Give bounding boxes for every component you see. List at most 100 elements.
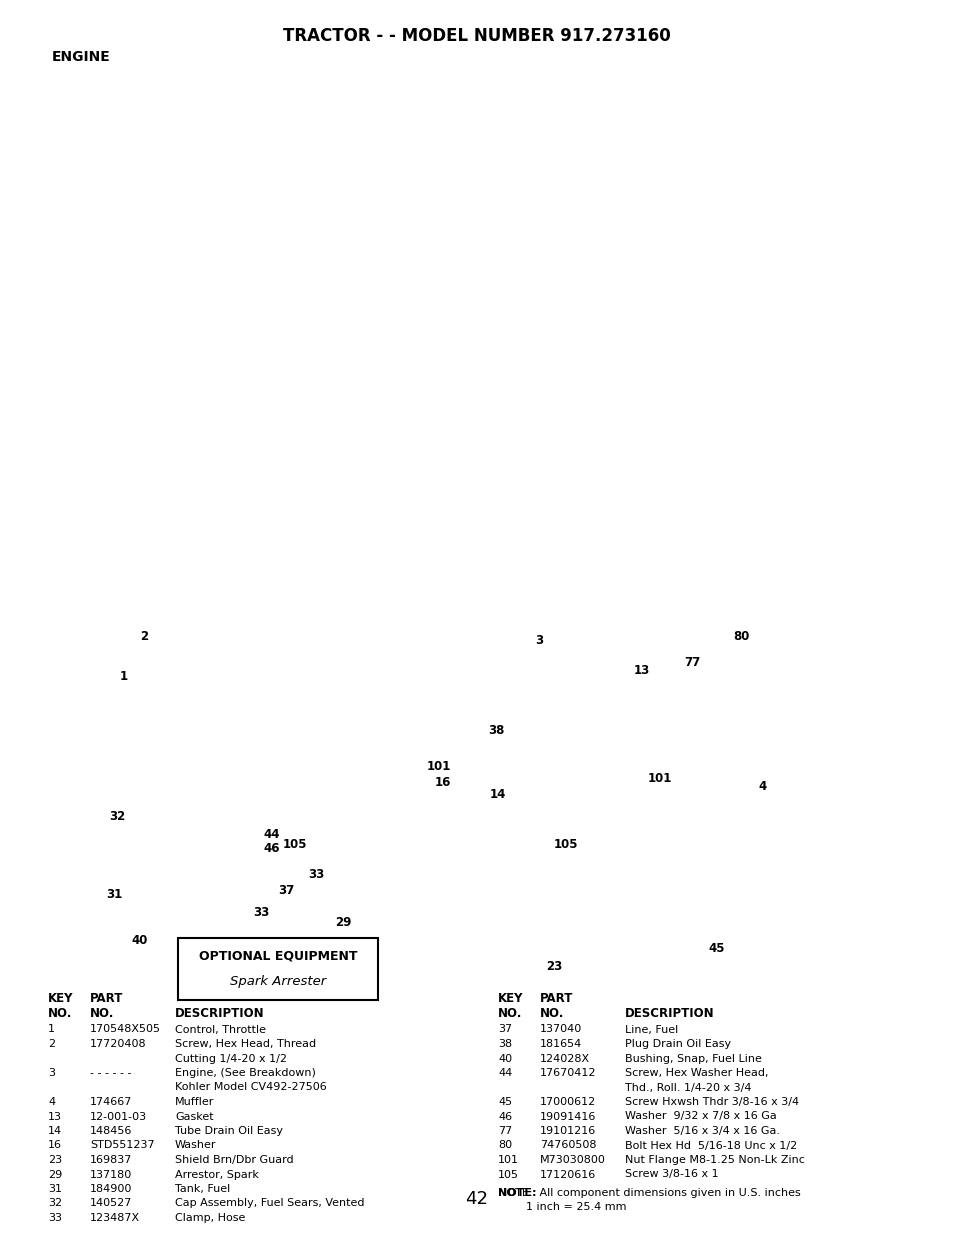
Text: ENGINE: ENGINE (52, 49, 111, 64)
Text: Engine, (See Breakdown): Engine, (See Breakdown) (174, 1068, 315, 1078)
Text: M73030800: M73030800 (539, 1155, 605, 1165)
Text: 17120616: 17120616 (539, 1170, 596, 1179)
Text: 38: 38 (488, 724, 504, 736)
Text: NOTE:  All component dimensions given in U.S. inches: NOTE: All component dimensions given in … (497, 1188, 800, 1198)
Text: 77: 77 (683, 657, 700, 669)
Text: 13: 13 (633, 663, 649, 677)
Text: 169837: 169837 (90, 1155, 132, 1165)
Text: 148456: 148456 (90, 1126, 132, 1136)
Text: 31: 31 (48, 1184, 62, 1194)
Text: 181654: 181654 (539, 1039, 581, 1049)
Text: Gasket: Gasket (174, 1112, 213, 1121)
Text: 184900: 184900 (90, 1184, 132, 1194)
Text: 37: 37 (497, 1025, 512, 1035)
Text: 1 inch = 25.4 mm: 1 inch = 25.4 mm (497, 1203, 626, 1213)
Text: 19091416: 19091416 (539, 1112, 596, 1121)
Text: Washer: Washer (174, 1140, 216, 1151)
Text: Arrestor, Spark: Arrestor, Spark (174, 1170, 258, 1179)
Text: 37: 37 (277, 883, 294, 897)
Text: Tube Drain Oil Easy: Tube Drain Oil Easy (174, 1126, 283, 1136)
Text: 101: 101 (427, 761, 451, 773)
Text: Cutting 1/4-20 x 1/2: Cutting 1/4-20 x 1/2 (174, 1053, 287, 1063)
Text: 33: 33 (308, 868, 324, 882)
Text: NO.: NO. (90, 1007, 114, 1020)
Text: Clamp, Hose: Clamp, Hose (174, 1213, 245, 1223)
Text: KEY: KEY (48, 993, 73, 1005)
Text: Nut Flange M8-1.25 Non-Lk Zinc: Nut Flange M8-1.25 Non-Lk Zinc (624, 1155, 804, 1165)
Text: Tank, Fuel: Tank, Fuel (174, 1184, 230, 1194)
Text: Line, Fuel: Line, Fuel (624, 1025, 678, 1035)
Text: PART: PART (90, 993, 123, 1005)
Text: NO.: NO. (539, 1007, 564, 1020)
Text: 14: 14 (490, 788, 506, 802)
Text: 124028X: 124028X (539, 1053, 590, 1063)
Text: 105: 105 (497, 1170, 518, 1179)
Text: 105: 105 (554, 839, 578, 851)
Text: 3: 3 (535, 634, 542, 646)
Text: 1: 1 (120, 671, 128, 683)
Text: 38: 38 (497, 1039, 512, 1049)
Text: Kohler Model CV492-27506: Kohler Model CV492-27506 (174, 1083, 327, 1093)
Text: 13: 13 (48, 1112, 62, 1121)
Text: Washer  5/16 x 3/4 x 16 Ga.: Washer 5/16 x 3/4 x 16 Ga. (624, 1126, 780, 1136)
Text: 42: 42 (465, 1191, 488, 1208)
Text: 17670412: 17670412 (539, 1068, 596, 1078)
Text: Thd., Roll. 1/4-20 x 3/4: Thd., Roll. 1/4-20 x 3/4 (624, 1083, 751, 1093)
Text: 3: 3 (48, 1068, 55, 1078)
Text: 140527: 140527 (90, 1198, 132, 1209)
Text: 17720408: 17720408 (90, 1039, 147, 1049)
Text: Cap Assembly, Fuel Sears, Vented: Cap Assembly, Fuel Sears, Vented (174, 1198, 364, 1209)
Text: NO.: NO. (497, 1007, 522, 1020)
Text: 14: 14 (48, 1126, 62, 1136)
Text: 33: 33 (253, 906, 269, 920)
Text: Screw, Hex Washer Head,: Screw, Hex Washer Head, (624, 1068, 768, 1078)
Text: 174667: 174667 (90, 1097, 132, 1107)
Text: 1: 1 (48, 1025, 55, 1035)
Text: 101: 101 (647, 773, 671, 785)
Text: 137040: 137040 (539, 1025, 581, 1035)
Text: 101: 101 (497, 1155, 518, 1165)
Text: 80: 80 (497, 1140, 512, 1151)
Text: 44: 44 (497, 1068, 512, 1078)
Text: 4: 4 (48, 1097, 55, 1107)
Text: 29: 29 (48, 1170, 62, 1179)
Text: Screw 3/8-16 x 1: Screw 3/8-16 x 1 (624, 1170, 718, 1179)
Text: 32: 32 (48, 1198, 62, 1209)
Text: 170548X505: 170548X505 (90, 1025, 161, 1035)
Text: 45: 45 (497, 1097, 512, 1107)
Text: Muffler: Muffler (174, 1097, 214, 1107)
Text: Screw, Hex Head, Thread: Screw, Hex Head, Thread (174, 1039, 315, 1049)
Text: STD551237: STD551237 (90, 1140, 154, 1151)
Text: Bushing, Snap, Fuel Line: Bushing, Snap, Fuel Line (624, 1053, 761, 1063)
Text: 16: 16 (435, 777, 451, 789)
Text: Screw Hxwsh Thdr 3/8-16 x 3/4: Screw Hxwsh Thdr 3/8-16 x 3/4 (624, 1097, 799, 1107)
Text: TRACTOR - - MODEL NUMBER 917.273160: TRACTOR - - MODEL NUMBER 917.273160 (283, 27, 670, 44)
Text: NO.: NO. (48, 1007, 72, 1020)
Text: 19101216: 19101216 (539, 1126, 596, 1136)
Text: 45: 45 (707, 941, 723, 955)
Text: Control, Throttle: Control, Throttle (174, 1025, 266, 1035)
Text: KEY: KEY (497, 993, 523, 1005)
Text: 74760508: 74760508 (539, 1140, 596, 1151)
Text: OPTIONAL EQUIPMENT: OPTIONAL EQUIPMENT (198, 950, 356, 962)
Text: 2: 2 (140, 631, 148, 643)
Text: 32: 32 (109, 810, 125, 824)
Text: 40: 40 (497, 1053, 512, 1063)
Text: 40: 40 (132, 934, 148, 946)
Text: - - - - - -: - - - - - - (90, 1068, 132, 1078)
Text: Bolt Hex Hd  5/16-18 Unc x 1/2: Bolt Hex Hd 5/16-18 Unc x 1/2 (624, 1140, 797, 1151)
Text: 23: 23 (545, 961, 561, 973)
Text: 23: 23 (48, 1155, 62, 1165)
Text: 4: 4 (758, 781, 765, 794)
FancyBboxPatch shape (178, 939, 377, 1000)
Text: 137180: 137180 (90, 1170, 132, 1179)
Text: 46: 46 (263, 842, 279, 856)
Text: 46: 46 (497, 1112, 512, 1121)
Text: 31: 31 (106, 888, 122, 902)
Text: 29: 29 (335, 915, 351, 929)
Text: NOTE:: NOTE: (497, 1188, 536, 1198)
Text: Shield Brn/Dbr Guard: Shield Brn/Dbr Guard (174, 1155, 294, 1165)
Text: DESCRIPTION: DESCRIPTION (174, 1007, 264, 1020)
Text: 77: 77 (497, 1126, 512, 1136)
Text: Plug Drain Oil Easy: Plug Drain Oil Easy (624, 1039, 730, 1049)
